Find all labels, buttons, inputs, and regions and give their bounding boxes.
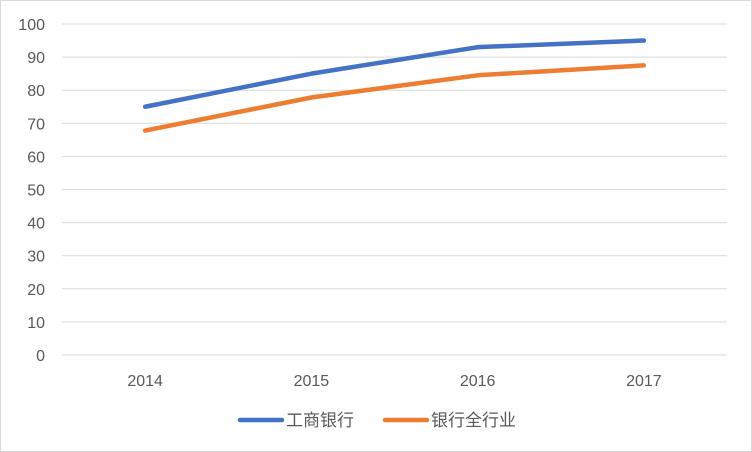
y-tick-label: 40 [27,216,45,233]
y-tick-label: 90 [27,50,45,67]
series-line-0 [142,38,647,109]
y-tick-label: 30 [27,249,45,266]
legend-label-0: 工商银行 [286,411,354,431]
x-tick-label: 2014 [127,373,163,390]
series-line-1 [142,63,647,133]
legend-label-1: 银行全行业 [431,411,516,431]
y-tick-label: 60 [27,149,45,166]
x-axis-ticks: 2014 2015 2016 2017 [127,373,661,390]
y-tick-label: 100 [18,17,45,34]
y-tick-label: 80 [27,83,45,100]
y-tick-label: 0 [36,348,45,365]
y-axis-ticks: 0 10 20 30 40 50 60 70 80 90 100 [18,17,45,365]
y-tick-label: 50 [27,183,45,200]
legend: 工商银行 银行全行业 [237,411,516,431]
y-tick-label: 70 [27,116,45,133]
x-tick-label: 2017 [626,373,662,390]
series-lines [142,38,647,133]
gridlines [62,23,727,356]
y-tick-label: 10 [27,315,45,332]
y-tick-label: 20 [27,282,45,299]
x-tick-label: 2015 [294,373,330,390]
x-tick-label: 2016 [460,373,496,390]
